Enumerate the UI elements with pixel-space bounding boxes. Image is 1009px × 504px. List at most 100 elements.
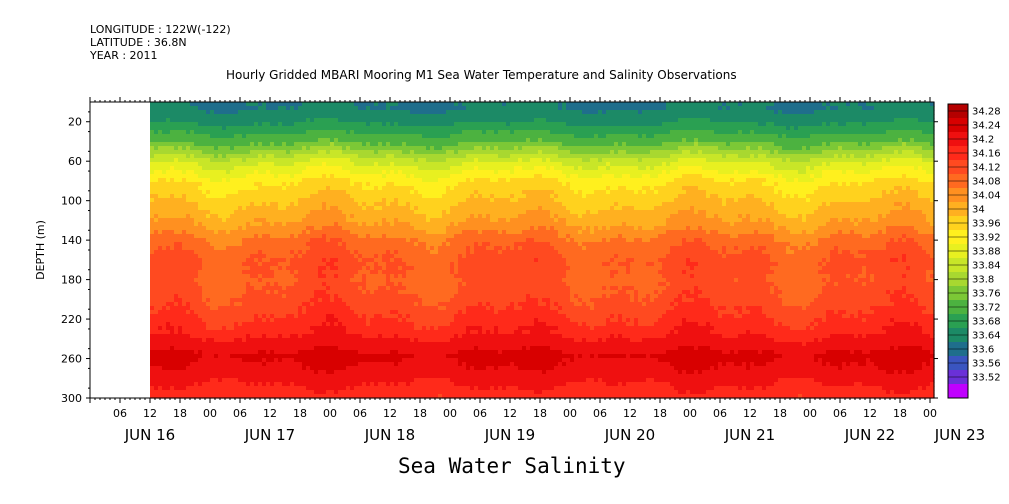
salinity-cell (406, 362, 411, 367)
salinity-cell (254, 146, 259, 151)
salinity-cell (418, 218, 423, 223)
salinity-cell (378, 366, 383, 371)
salinity-cell (326, 262, 331, 267)
salinity-cell (294, 262, 299, 267)
salinity-cell (358, 118, 363, 123)
salinity-cell (306, 394, 311, 399)
salinity-cell (346, 386, 351, 391)
salinity-cell (242, 110, 247, 115)
salinity-cell (310, 350, 315, 355)
salinity-cell (234, 154, 239, 159)
salinity-cell (354, 250, 359, 255)
salinity-cell (166, 254, 171, 259)
salinity-cell (338, 182, 343, 187)
salinity-cell (158, 350, 163, 355)
salinity-cell (242, 366, 247, 371)
salinity-cell (262, 178, 267, 183)
salinity-cell (282, 194, 287, 199)
salinity-cell (246, 186, 251, 191)
salinity-cell (242, 214, 247, 219)
salinity-cell (190, 242, 195, 247)
salinity-cell (342, 110, 347, 115)
salinity-cell (366, 286, 371, 291)
salinity-cell (246, 370, 251, 375)
salinity-cell (370, 142, 375, 147)
salinity-cell (258, 314, 263, 319)
salinity-cell (158, 186, 163, 191)
salinity-cell (266, 374, 271, 379)
salinity-cell (358, 122, 363, 127)
salinity-cell (342, 102, 347, 107)
salinity-cell (358, 142, 363, 147)
salinity-cell (354, 158, 359, 163)
salinity-cell (206, 214, 211, 219)
salinity-cell (166, 162, 171, 167)
salinity-cell (282, 122, 287, 127)
salinity-cell (202, 334, 207, 339)
salinity-cell (290, 198, 295, 203)
salinity-cell (234, 342, 239, 347)
salinity-cell (310, 358, 315, 363)
salinity-cell (302, 302, 307, 307)
salinity-cell (366, 374, 371, 379)
salinity-cell (294, 386, 299, 391)
salinity-cell (246, 358, 251, 363)
salinity-cell (310, 226, 315, 231)
salinity-cell (258, 230, 263, 235)
salinity-cell (186, 354, 191, 359)
salinity-cell (270, 178, 275, 183)
salinity-cell (306, 366, 311, 371)
salinity-cell (234, 194, 239, 199)
salinity-cell (350, 350, 355, 355)
salinity-cell (354, 214, 359, 219)
salinity-cell (266, 250, 271, 255)
salinity-cell (226, 242, 231, 247)
salinity-cell (250, 306, 255, 311)
salinity-cell (314, 170, 319, 175)
salinity-cell (302, 346, 307, 351)
salinity-cell (154, 354, 159, 359)
salinity-cell (166, 266, 171, 271)
salinity-cell (182, 366, 187, 371)
salinity-cell (194, 250, 199, 255)
salinity-cell (314, 194, 319, 199)
salinity-cell (398, 150, 403, 155)
salinity-cell (266, 378, 271, 383)
salinity-cell (402, 382, 407, 387)
salinity-cell (250, 274, 255, 279)
salinity-cell (290, 234, 295, 239)
salinity-cell (230, 106, 235, 111)
salinity-cell (258, 234, 263, 239)
salinity-cell (390, 262, 395, 267)
salinity-cell (274, 370, 279, 375)
salinity-cell (258, 138, 263, 143)
salinity-cell (270, 226, 275, 231)
salinity-cell (334, 170, 339, 175)
salinity-cell (354, 322, 359, 327)
salinity-cell (306, 342, 311, 347)
salinity-cell (186, 286, 191, 291)
salinity-cell (298, 374, 303, 379)
salinity-cell (230, 330, 235, 335)
salinity-cell (398, 258, 403, 263)
salinity-cell (230, 110, 235, 115)
salinity-cell (262, 258, 267, 263)
salinity-cell (218, 262, 223, 267)
salinity-cell (162, 370, 167, 375)
salinity-cell (350, 150, 355, 155)
salinity-cell (374, 342, 379, 347)
salinity-cell (310, 302, 315, 307)
salinity-cell (266, 310, 271, 315)
salinity-cell (354, 362, 359, 367)
salinity-cell (198, 282, 203, 287)
salinity-cell (306, 102, 311, 107)
salinity-cell (226, 334, 231, 339)
salinity-cell (410, 310, 415, 315)
salinity-cell (258, 178, 263, 183)
salinity-cell (198, 190, 203, 195)
salinity-cell (262, 234, 267, 239)
salinity-cell (350, 250, 355, 255)
salinity-cell (306, 262, 311, 267)
salinity-cell (170, 274, 175, 279)
salinity-cell (202, 278, 207, 283)
